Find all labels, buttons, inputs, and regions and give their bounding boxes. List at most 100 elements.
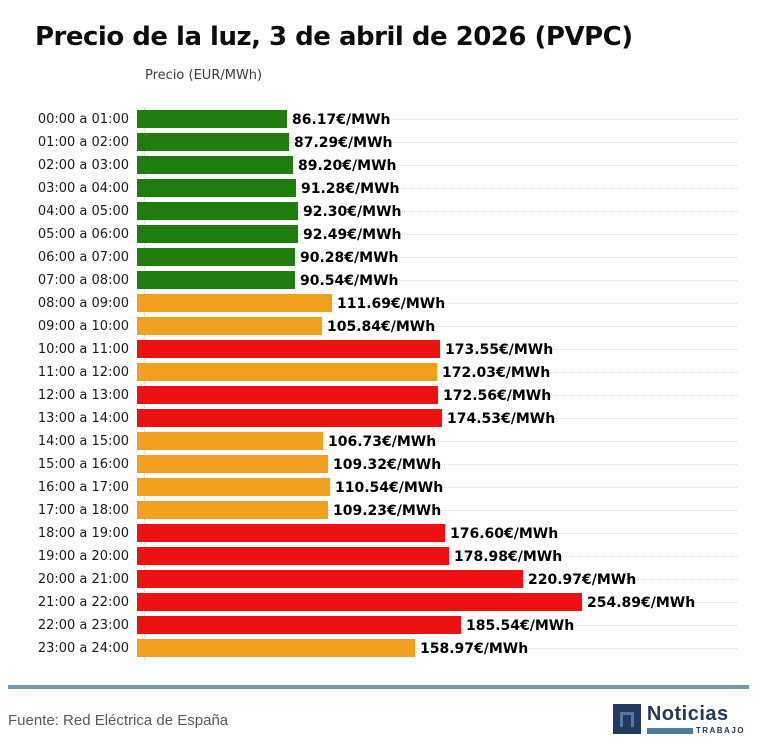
hour-range-label: 15:00 a 16:00 xyxy=(37,457,129,472)
bar-track: 178.98€/MWh xyxy=(137,545,737,568)
hour-range-label: 10:00 a 11:00 xyxy=(37,342,129,357)
price-bar xyxy=(137,639,415,657)
price-value-label: 92.30€/MWh xyxy=(303,203,402,220)
price-value-label: 254.89€/MWh xyxy=(587,594,696,611)
hour-range-label: 13:00 a 14:00 xyxy=(37,411,129,426)
page-title: Precio de la luz, 3 de abril de 2026 (PV… xyxy=(35,22,633,53)
bar-track: 158.97€/MWh xyxy=(137,637,737,660)
price-bar xyxy=(137,455,328,473)
chart-row: 12:00 a 13:00 172.56€/MWh xyxy=(0,384,758,407)
y-axis-line xyxy=(144,108,145,660)
hour-range-label: 04:00 a 05:00 xyxy=(37,204,129,219)
chart-row: 16:00 a 17:00 110.54€/MWh xyxy=(0,476,758,499)
hour-range-label: 21:00 a 22:00 xyxy=(37,595,129,610)
bar-track: 87.29€/MWh xyxy=(137,131,737,154)
grid-line xyxy=(137,464,737,465)
grid-line xyxy=(137,648,737,649)
price-bar xyxy=(137,248,295,266)
logo-text: Noticias TRABAJO xyxy=(646,703,745,735)
logo-tagline: TRABAJO xyxy=(695,726,745,735)
grid-line xyxy=(137,211,737,212)
bar-track: 172.56€/MWh xyxy=(137,384,737,407)
price-bar xyxy=(137,271,295,289)
chart-row: 06:00 a 07:00 90.28€/MWh xyxy=(0,246,758,269)
price-value-label: 111.69€/MWh xyxy=(337,295,446,312)
price-bar xyxy=(137,179,296,197)
grid-line xyxy=(137,441,737,442)
hour-range-label: 01:00 a 02:00 xyxy=(37,135,129,150)
price-bar xyxy=(137,409,442,427)
grid-line xyxy=(137,119,737,120)
chart-row: 08:00 a 09:00 111.69€/MWh xyxy=(0,292,758,315)
price-value-label: 106.73€/MWh xyxy=(328,433,437,450)
bar-track: 111.69€/MWh xyxy=(137,292,737,315)
hour-range-label: 19:00 a 20:00 xyxy=(37,549,129,564)
price-value-label: 89.20€/MWh xyxy=(298,157,397,174)
logo-subline: TRABAJO xyxy=(646,726,745,735)
logo-name: Noticias xyxy=(646,703,729,725)
bar-track: 105.84€/MWh xyxy=(137,315,737,338)
price-value-label: 105.84€/MWh xyxy=(327,318,436,335)
chart-row: 11:00 a 12:00 172.03€/MWh xyxy=(0,361,758,384)
hour-range-label: 09:00 a 10:00 xyxy=(37,319,129,334)
price-value-label: 90.54€/MWh xyxy=(300,272,399,289)
bar-track: 220.97€/MWh xyxy=(137,568,737,591)
chart-row: 15:00 a 16:00 109.32€/MWh xyxy=(0,453,758,476)
bar-track: 185.54€/MWh xyxy=(137,614,737,637)
price-bar xyxy=(137,593,582,611)
price-value-label: 87.29€/MWh xyxy=(294,134,393,151)
chart-row: 04:00 a 05:00 92.30€/MWh xyxy=(0,200,758,223)
bar-track: 110.54€/MWh xyxy=(137,476,737,499)
bar-track: 89.20€/MWh xyxy=(137,154,737,177)
hour-range-label: 12:00 a 13:00 xyxy=(37,388,129,403)
chart-row: 20:00 a 21:00 220.97€/MWh xyxy=(0,568,758,591)
noticias-trabajo-logo: Noticias TRABAJO xyxy=(612,703,745,735)
chart-row: 18:00 a 19:00 176.60€/MWh xyxy=(0,522,758,545)
chart-row: 22:00 a 23:00 185.54€/MWh xyxy=(0,614,758,637)
chart-row: 10:00 a 11:00 173.55€/MWh xyxy=(0,338,758,361)
hour-range-label: 05:00 a 06:00 xyxy=(37,227,129,242)
chart-row: 01:00 a 02:00 87.29€/MWh xyxy=(0,131,758,154)
price-value-label: 172.56€/MWh xyxy=(443,387,552,404)
price-value-label: 109.23€/MWh xyxy=(333,502,442,519)
price-value-label: 176.60€/MWh xyxy=(450,525,559,542)
bar-track: 176.60€/MWh xyxy=(137,522,737,545)
price-bar xyxy=(137,202,298,220)
footer-divider xyxy=(8,685,749,689)
price-bar xyxy=(137,294,332,312)
chart-row: 23:00 a 24:00 158.97€/MWh xyxy=(0,637,758,660)
price-value-label: 90.28€/MWh xyxy=(300,249,399,266)
bar-track: 86.17€/MWh xyxy=(137,108,737,131)
price-value-label: 220.97€/MWh xyxy=(528,571,637,588)
hour-range-label: 03:00 a 04:00 xyxy=(37,181,129,196)
hour-range-label: 18:00 a 19:00 xyxy=(37,526,129,541)
chart-row: 13:00 a 14:00 174.53€/MWh xyxy=(0,407,758,430)
hour-range-label: 00:00 a 01:00 xyxy=(37,112,129,127)
price-value-label: 178.98€/MWh xyxy=(454,548,563,565)
bar-track: 91.28€/MWh xyxy=(137,177,737,200)
source-credit: Fuente: Red Eléctrica de España xyxy=(8,712,229,729)
grid-line xyxy=(137,510,737,511)
price-bar xyxy=(137,432,323,450)
grid-line xyxy=(137,257,737,258)
price-value-label: 86.17€/MWh xyxy=(292,111,391,128)
hour-range-label: 11:00 a 12:00 xyxy=(37,365,129,380)
chart-row: 03:00 a 04:00 91.28€/MWh xyxy=(0,177,758,200)
chart-row: 07:00 a 08:00 90.54€/MWh xyxy=(0,269,758,292)
price-bar xyxy=(137,478,330,496)
hour-range-label: 06:00 a 07:00 xyxy=(37,250,129,265)
grid-line xyxy=(137,142,737,143)
price-value-label: 172.03€/MWh xyxy=(442,364,551,381)
bar-track: 174.53€/MWh xyxy=(137,407,737,430)
price-value-label: 92.49€/MWh xyxy=(303,226,402,243)
price-bar xyxy=(137,363,437,381)
price-bar xyxy=(137,524,445,542)
hour-range-label: 08:00 a 09:00 xyxy=(37,296,129,311)
bar-track: 254.89€/MWh xyxy=(137,591,737,614)
price-value-label: 185.54€/MWh xyxy=(466,617,575,634)
chart-row: 00:00 a 01:00 86.17€/MWh xyxy=(0,108,758,131)
grid-line xyxy=(137,372,737,373)
n-square-icon xyxy=(612,704,641,734)
price-bar xyxy=(137,110,287,128)
chart-row: 05:00 a 06:00 92.49€/MWh xyxy=(0,223,758,246)
